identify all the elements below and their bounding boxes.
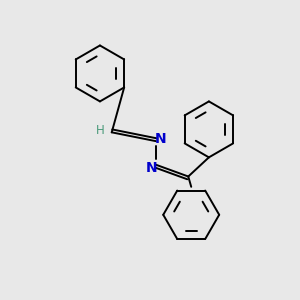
Text: H: H (96, 124, 105, 137)
Text: N: N (155, 132, 167, 146)
Text: N: N (146, 161, 157, 175)
